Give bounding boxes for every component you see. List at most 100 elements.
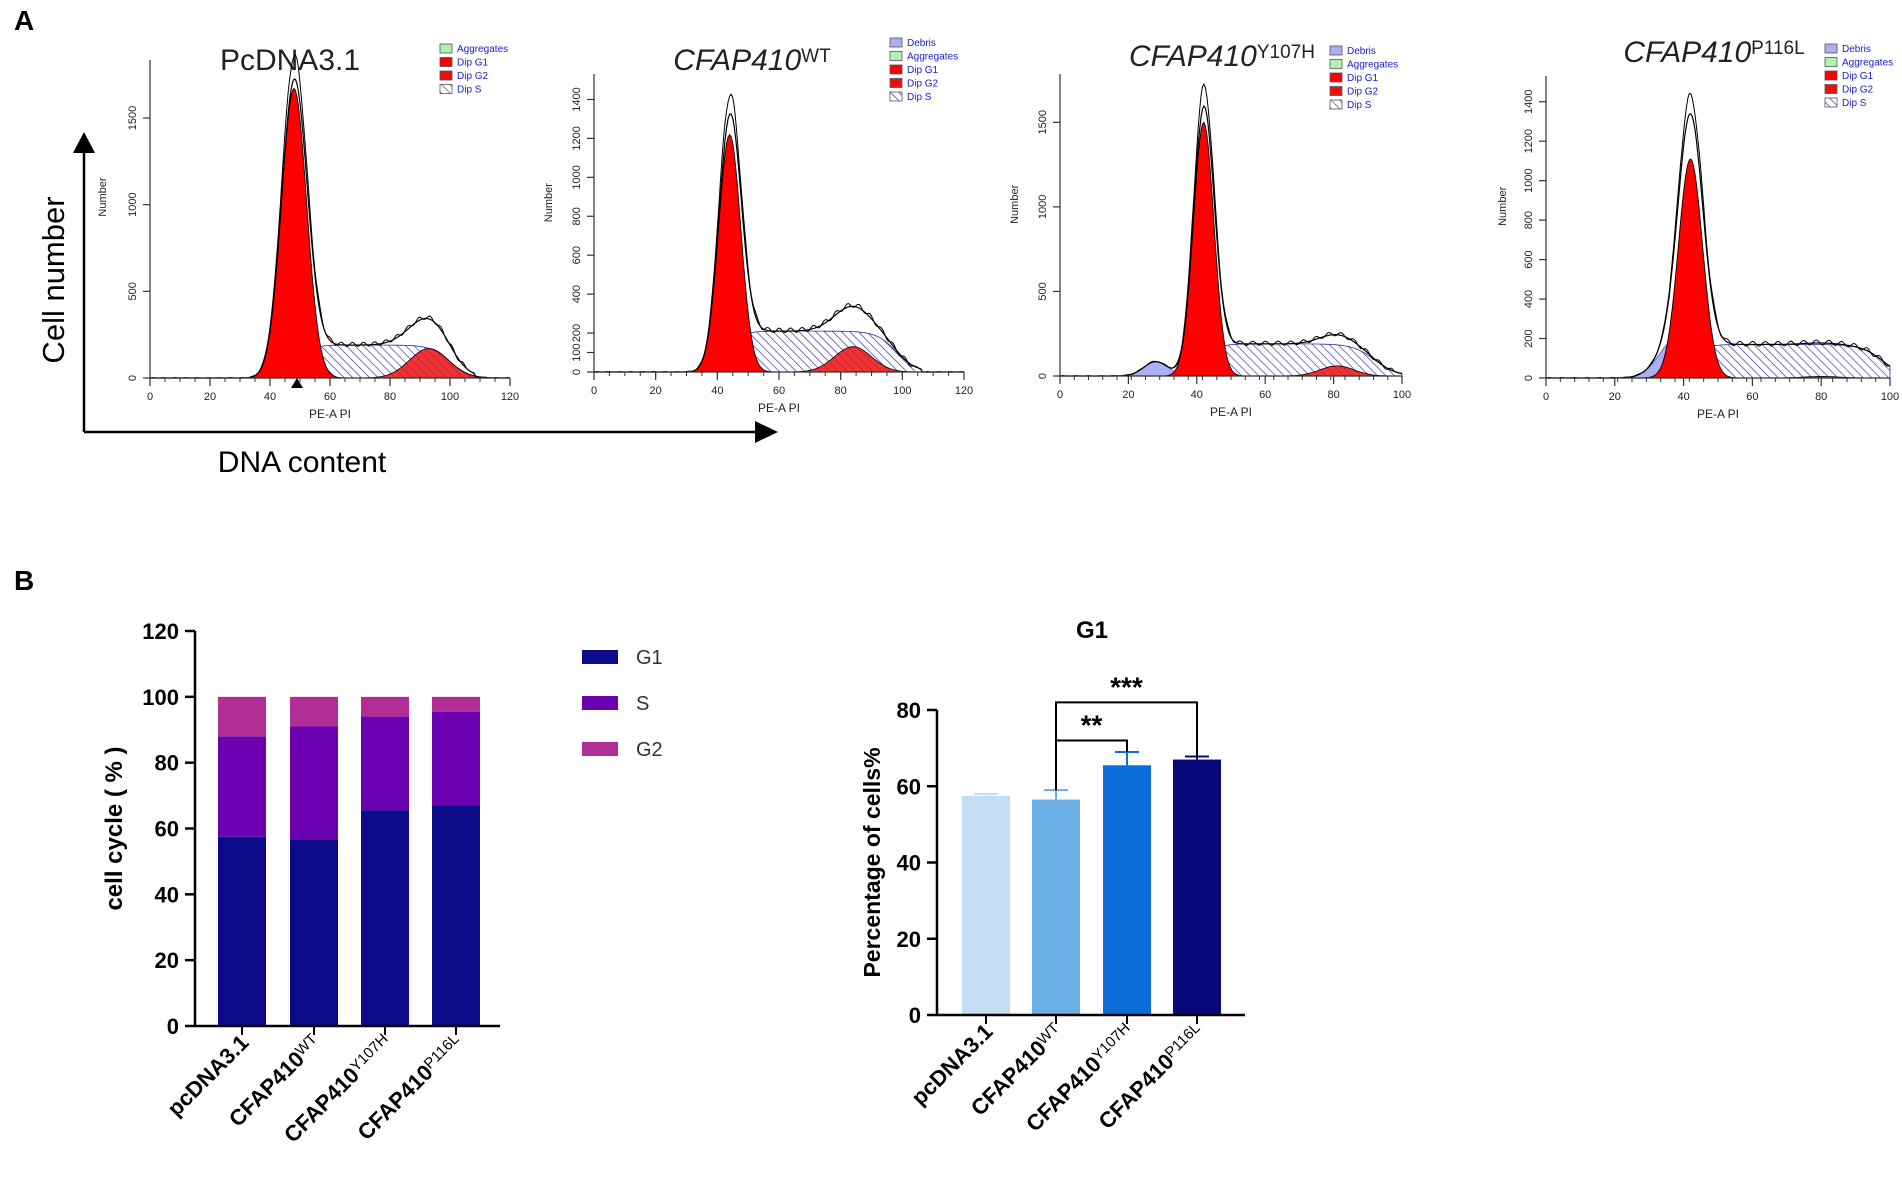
model-fit-line bbox=[1546, 112, 1891, 379]
legend-swatch-g1 bbox=[1329, 72, 1343, 83]
x-tick-label: 40 bbox=[711, 385, 723, 397]
legend-label: Dip S bbox=[907, 92, 932, 103]
legend-swatch-debris bbox=[1824, 43, 1838, 54]
y-tick-label: 0 bbox=[1037, 373, 1049, 379]
y-tick-label: 0 bbox=[167, 1014, 179, 1039]
histogram-legend: Debris Aggregates Dip G1 Dip G2 Dip S bbox=[1824, 43, 1893, 109]
y-tick-label: 600 bbox=[1523, 250, 1535, 268]
y-tick-label: 20 bbox=[155, 948, 179, 973]
y-tick-label: 1400 bbox=[571, 87, 583, 111]
raw-data-line bbox=[149, 54, 511, 379]
legend-label: Dip S bbox=[457, 85, 482, 96]
x-tick-label: 40 bbox=[1677, 391, 1689, 403]
y-tick-label: 120 bbox=[142, 619, 179, 644]
legend-label: Dip G2 bbox=[1347, 87, 1379, 98]
y-tick-label: 0 bbox=[127, 375, 139, 381]
x-tick-label: 100 bbox=[893, 385, 911, 397]
gate-marker bbox=[291, 378, 303, 388]
stacked-bar-s bbox=[432, 711, 480, 806]
legend-swatch-debris bbox=[1329, 45, 1343, 56]
histogram-legend: Debris Aggregates Dip G1 Dip G2 Dip S bbox=[889, 37, 958, 103]
dna-content-title: DNA content bbox=[218, 446, 387, 479]
bar bbox=[1032, 799, 1080, 1015]
dna-content-arrowhead bbox=[755, 421, 778, 443]
y-tick-label: 100 bbox=[571, 343, 583, 361]
legend-label: Dip S bbox=[1347, 100, 1372, 111]
x-axis-label: PE-A PI bbox=[1210, 405, 1252, 419]
bar bbox=[1173, 759, 1221, 1015]
legend-swatch-g2 bbox=[1824, 84, 1838, 94]
raw-data-line bbox=[593, 93, 965, 373]
y-axis-label: Number bbox=[1009, 184, 1021, 223]
cell-number-arrowhead bbox=[73, 132, 95, 153]
legend-swatch-g2 bbox=[439, 70, 453, 81]
y-tick-label: 80 bbox=[155, 751, 179, 776]
y-tick-label: 1000 bbox=[127, 192, 139, 216]
x-tick-label: 20 bbox=[1122, 389, 1134, 401]
x-tick-label: 60 bbox=[1259, 389, 1271, 401]
legend-swatch-hatch bbox=[1824, 97, 1838, 108]
legend-label: Dip G1 bbox=[457, 58, 489, 69]
stacked-bar-g1 bbox=[432, 805, 480, 1026]
y-tick-label: 1000 bbox=[571, 165, 583, 189]
stacked-bar-s bbox=[361, 716, 409, 811]
y-tick-label: 1000 bbox=[1523, 168, 1535, 192]
x-tick-label: 80 bbox=[384, 391, 396, 403]
raw-data-line bbox=[1059, 82, 1403, 377]
legend-swatch-g1 bbox=[582, 650, 618, 664]
y-tick-label: 1500 bbox=[127, 106, 139, 130]
y-tick-label: 20 bbox=[897, 927, 921, 952]
legend-label: Aggregates bbox=[907, 52, 958, 63]
legend-label: Debris bbox=[907, 38, 936, 49]
legend-swatch-aggregates bbox=[1824, 57, 1838, 67]
x-tick-label: 0 bbox=[1543, 391, 1549, 403]
y-tick-label: 0 bbox=[1523, 375, 1535, 381]
y-tick-label: 0 bbox=[909, 1003, 921, 1028]
legend-label: Dip G1 bbox=[1842, 71, 1874, 82]
y-tick-label: 60 bbox=[897, 774, 921, 799]
legend-label: Aggregates bbox=[1842, 58, 1893, 69]
x-tick-label: 40 bbox=[1191, 389, 1203, 401]
legend-label: Dip G1 bbox=[1347, 73, 1379, 84]
y-tick-label: 1500 bbox=[1037, 110, 1049, 134]
panel-a-histograms: PcDNA3.10 20 40 60 80 100 120050010001500PE-A … bbox=[97, 36, 1899, 421]
g1-area bbox=[150, 87, 510, 379]
s-phase-area bbox=[594, 330, 964, 373]
y-tick-label: 800 bbox=[1523, 211, 1535, 229]
stacked-legend: G1 S G2 bbox=[582, 647, 663, 761]
panel-label-a: A bbox=[14, 5, 34, 36]
legend-label: Aggregates bbox=[457, 44, 508, 55]
x-tick-label: 20 bbox=[204, 391, 216, 403]
legend-label: Dip G2 bbox=[907, 79, 939, 90]
significance-label: ** bbox=[1081, 710, 1103, 741]
y-axis-label: Number bbox=[1497, 186, 1509, 225]
y-tick-label: 40 bbox=[897, 851, 921, 876]
panel-b-stacked-chart: pcDNA3.1CFAP410WTCFAP410Y107HCFAP410P116… bbox=[101, 619, 663, 1147]
x-axis-label: PE-A PI bbox=[309, 407, 351, 421]
x-tick-label: 80 bbox=[1815, 391, 1827, 403]
y-tick-label: 0 bbox=[571, 369, 583, 375]
stacked-bar-g1 bbox=[361, 810, 409, 1026]
x-tick-label: 60 bbox=[773, 385, 785, 397]
legend-swatch-s bbox=[582, 696, 618, 710]
y-tick-label: 1000 bbox=[1037, 195, 1049, 219]
model-fit-line bbox=[150, 78, 510, 379]
legend-label: G2 bbox=[636, 739, 663, 761]
legend-swatch-aggregates bbox=[1329, 59, 1343, 69]
stacked-bar-s bbox=[290, 726, 338, 841]
y-tick-label: 800 bbox=[571, 207, 583, 225]
legend-label: G1 bbox=[636, 647, 663, 669]
legend-label: Aggregates bbox=[1347, 60, 1398, 71]
histogram-legend: Debris Aggregates Dip G1 Dip G2 Dip S bbox=[1329, 45, 1398, 111]
y-tick-label: 500 bbox=[127, 282, 139, 300]
stacked-bar-g2 bbox=[218, 696, 266, 737]
legend-swatch-aggregates bbox=[889, 51, 903, 61]
stacked-bar-g1 bbox=[290, 840, 338, 1026]
x-tick-label: 80 bbox=[835, 385, 847, 397]
y-tick-label: 600 bbox=[571, 246, 583, 264]
legend-swatch-hatch bbox=[439, 84, 453, 94]
stacked-bar-s bbox=[218, 736, 266, 837]
panel-label-b: B bbox=[14, 565, 34, 596]
y-axis-label: Number bbox=[97, 177, 109, 216]
